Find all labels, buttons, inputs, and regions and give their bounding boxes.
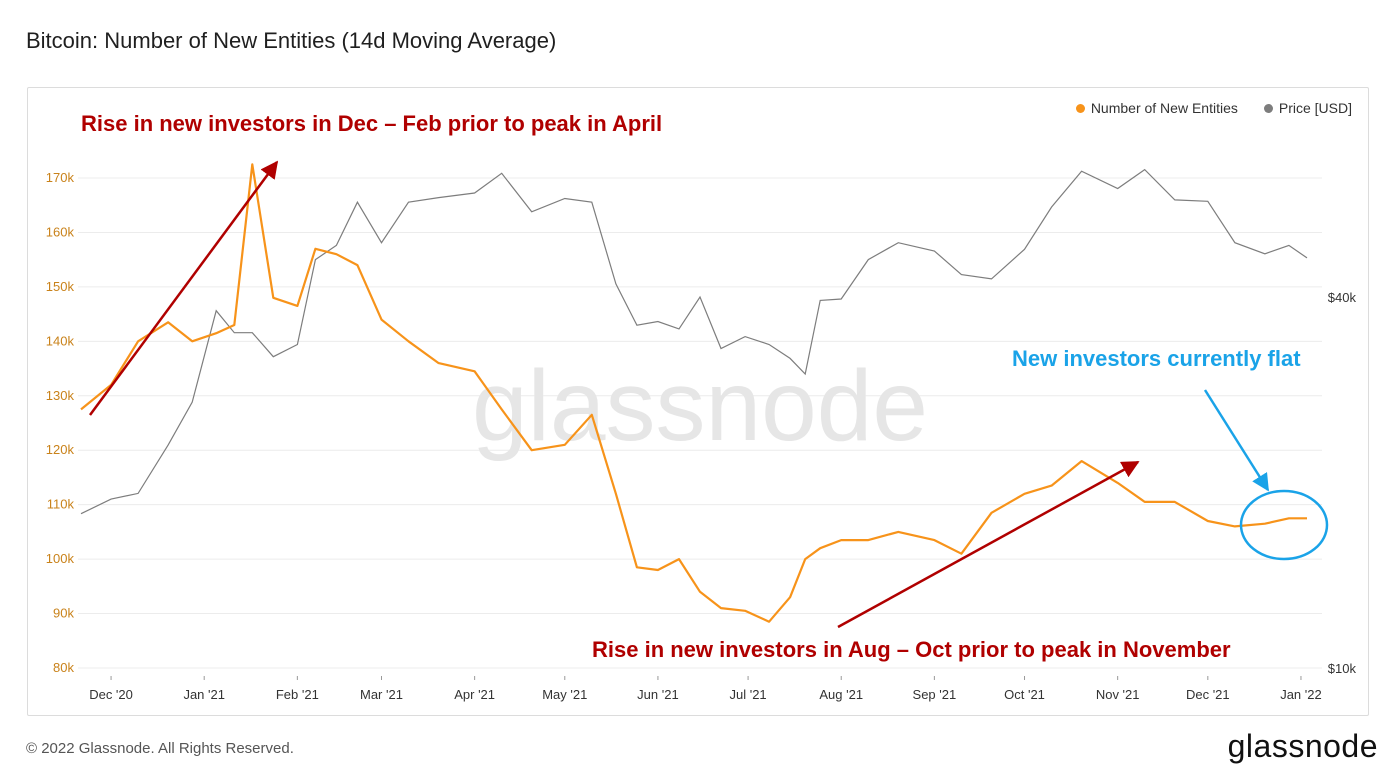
legend: Number of New Entities Price [USD] [1075,100,1352,116]
watermark: glassnode [472,350,928,462]
series-group [80,163,1308,623]
x-tick-label: Aug '21 [819,687,863,702]
y-tick-label: 170k [46,170,75,185]
legend-item-entities[interactable]: Number of New Entities [1075,100,1238,116]
legend-label-entities: Number of New Entities [1090,100,1238,116]
y-tick-label: 80k [53,660,74,675]
x-tick-label: Dec '20 [89,687,133,702]
y-tick-label: 140k [46,333,75,348]
series-line-entities [80,163,1307,623]
x-tick-label: Jun '21 [637,687,679,702]
x-tick-label: May '21 [542,687,587,702]
series-line-price [80,168,1308,515]
x-tick-label: Jul '21 [729,687,766,702]
y-tick-label: 130k [46,388,75,403]
y-tick-label: 90k [53,606,74,621]
copyright-footer: © 2022 Glassnode. All Rights Reserved. [26,740,294,757]
x-tick-label: Jan '21 [183,687,225,702]
grid [78,177,1322,669]
x-axis: Dec '20 Jan '21 Feb '21 Mar '21 Apr '21 May '… [89,676,1322,702]
x-tick-label: Oct '21 [1004,687,1045,702]
chart-title: Bitcoin: Number of New Entities (14d Mov… [26,28,557,53]
y-tick-label: 150k [46,279,75,294]
x-tick-label: Feb '21 [276,687,319,702]
legend-label-price: Price [USD] [1278,100,1352,116]
legend-item-price[interactable]: Price [USD] [1263,100,1352,116]
y-axis-left: 80k 90k 100k 110k 120k 130k 140k 150k 160k 170k [46,170,75,675]
chart-panel [27,87,1369,716]
annotation-right: New investors currently flat [1012,346,1301,371]
y-right-tick-label: $40k [1328,290,1357,305]
x-tick-label: Mar '21 [360,687,403,702]
y-tick-label: 120k [46,442,75,457]
y-axis-right: $10k $40k [1328,290,1357,676]
y-right-tick-label: $10k [1328,661,1357,676]
y-tick-label: 160k [46,224,75,239]
legend-dot-price [1263,103,1273,113]
y-tick-label: 110k [47,497,75,512]
x-tick-label: Apr '21 [454,687,495,702]
arrow-flat [1203,389,1270,492]
x-tick-label: Sep '21 [913,687,957,702]
x-tick-label: Dec '21 [1186,687,1230,702]
brand-logo: glassnode [1227,728,1378,764]
legend-dot-entities [1075,103,1085,113]
annotation-top-left: Rise in new investors in Dec – Feb prior… [81,111,662,136]
flat-highlight-ellipse [1239,489,1329,561]
arrow-dec-feb [88,160,279,416]
x-tick-label: Nov '21 [1096,687,1140,702]
y-tick-label: 100k [46,551,75,566]
annotation-bottom-right: Rise in new investors in Aug – Oct prior… [592,637,1231,662]
x-tick-label: Jan '22 [1280,687,1322,702]
arrow-aug-oct [837,460,1140,629]
